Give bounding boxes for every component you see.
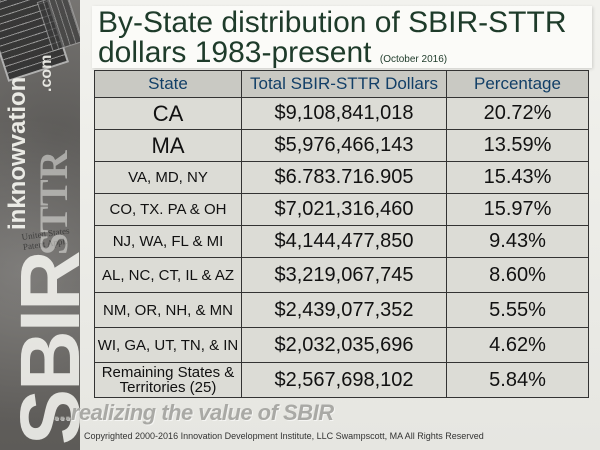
state-cell: WI, GA, UT, TN, & IN <box>94 327 242 363</box>
dollars-cell: $5,976,466,143 <box>241 129 447 162</box>
slogan-text: ...realizing the value of SBIR <box>54 400 334 425</box>
header-percentage: Percentage <box>446 70 589 98</box>
state-cell: VA, MD, NY <box>94 161 242 194</box>
state-cell: NM, OR, NH, & MN <box>94 292 242 328</box>
table-row: AL, NC, CT, IL & AZ $3,219,067,745 8.60% <box>94 257 589 293</box>
percentage-cell: 9.43% <box>446 225 589 258</box>
page-title: By-State distribution of SBIR-STTR dolla… <box>98 8 592 68</box>
table-header-row: State Total SBIR-STTR Dollars Percentage <box>94 70 589 98</box>
table-row: CA $9,108,841,018 20.72% <box>94 97 589 130</box>
table-row: NM, OR, NH, & MN $2,439,077,352 5.55% <box>94 292 589 328</box>
dollars-cell: $7,021,316,460 <box>241 193 447 226</box>
brand-sttr: STTR <box>31 150 76 256</box>
title-box: By-State distribution of SBIR-STTR dolla… <box>92 6 592 68</box>
dollars-cell: $3,219,067,745 <box>241 257 447 293</box>
percentage-cell: 15.97% <box>446 193 589 226</box>
title-date: (October 2016) <box>379 54 448 65</box>
state-cell: AL, NC, CT, IL & AZ <box>94 257 242 293</box>
dollars-cell: $2,567,698,102 <box>241 362 447 398</box>
slide-content: By-State distribution of SBIR-STTR dolla… <box>80 0 600 450</box>
state-cell: CA <box>94 97 242 130</box>
distribution-table: State Total SBIR-STTR Dollars Percentage… <box>94 70 589 398</box>
header-dollars: Total SBIR-STTR Dollars <box>241 70 447 98</box>
dollars-cell: $2,439,077,352 <box>241 292 447 328</box>
state-cell: MA <box>94 129 242 162</box>
percentage-cell: 13.59% <box>446 129 589 162</box>
dollars-cell: $6.783.716.905 <box>241 161 447 194</box>
table-row: NJ, WA, FL & MI $4,144,477,850 9.43% <box>94 225 589 258</box>
dollars-cell: $4,144,477,850 <box>241 225 447 258</box>
table-row: Remaining States & Territories (25) $2,5… <box>94 362 589 398</box>
brand-site: inknowvation <box>4 76 31 230</box>
table-row: VA, MD, NY $6.783.716.905 15.43% <box>94 161 589 194</box>
percentage-cell: 8.60% <box>446 257 589 293</box>
title-text: By-State distribution of SBIR-STTR dolla… <box>98 6 567 69</box>
copyright-notice: Copyrighted 2000-2016 Innovation Develop… <box>84 431 484 441</box>
percentage-cell: 4.62% <box>446 327 589 363</box>
header-state: State <box>94 70 242 98</box>
percentage-cell: 20.72% <box>446 97 589 130</box>
percentage-cell: 15.43% <box>446 161 589 194</box>
state-cell: CO, TX. PA & OH <box>94 193 242 226</box>
percentage-cell: 5.84% <box>446 362 589 398</box>
brand-sidebar: United States Patent Appl. STTR SBIR ink… <box>0 0 80 450</box>
dollars-cell: $2,032,035,696 <box>241 327 447 363</box>
percentage-cell: 5.55% <box>446 292 589 328</box>
state-cell: Remaining States & Territories (25) <box>94 362 242 398</box>
state-cell: NJ, WA, FL & MI <box>94 225 242 258</box>
table-row: WI, GA, UT, TN, & IN $2,032,035,696 4.62… <box>94 327 589 363</box>
dollars-cell: $9,108,841,018 <box>241 97 447 130</box>
table-row: MA $5,976,466,143 13.59% <box>94 129 589 162</box>
brand-tld: .com <box>38 54 55 92</box>
table-row: CO, TX. PA & OH $7,021,316,460 15.97% <box>94 193 589 226</box>
